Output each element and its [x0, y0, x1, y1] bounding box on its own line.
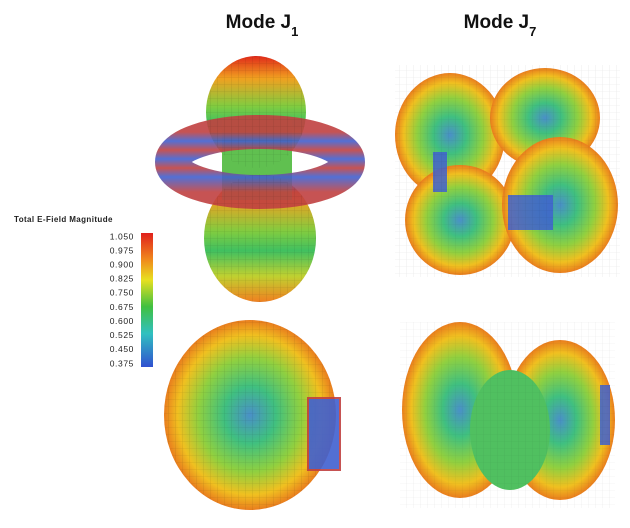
title-subscript: 1	[291, 24, 298, 39]
colorbar-tick-label: 0.450	[110, 344, 134, 354]
figure: Mode J1 Mode J7 Total E-Field Magnitude	[0, 0, 630, 528]
colorbar-tick-label: 1.050	[110, 231, 134, 241]
colorbar-tick-label: 0.750	[110, 288, 134, 298]
title-text: Mode J	[464, 12, 529, 33]
panel-title: Mode J1	[226, 12, 299, 39]
colorbar-scale	[141, 233, 153, 367]
colorbar-tick-label: 0.525	[110, 330, 134, 340]
colorbar-tick-label: 0.600	[110, 316, 134, 326]
title-text: Mode J	[226, 12, 291, 33]
colorbar-label: Total E-Field Magnitude	[14, 215, 113, 224]
pattern-j1-top	[172, 56, 348, 302]
colorbar-tick-label: 0.900	[110, 259, 134, 269]
colorbar: Total E-Field Magnitude 1.050 0.975 0.900 0…	[14, 215, 153, 368]
title-subscript: 7	[529, 24, 536, 39]
colorbar-tick-label: 0.675	[110, 302, 134, 312]
pattern-j1-bottom	[164, 320, 340, 510]
pattern-j7-bottom	[400, 322, 615, 508]
colorbar-tick-label: 0.375	[110, 358, 134, 368]
panel-title: Mode J7	[464, 12, 537, 39]
colorbar-tick-label: 0.975	[110, 245, 134, 255]
colorbar-tick-label: 0.825	[110, 274, 134, 284]
pattern-j7-top	[395, 65, 620, 277]
